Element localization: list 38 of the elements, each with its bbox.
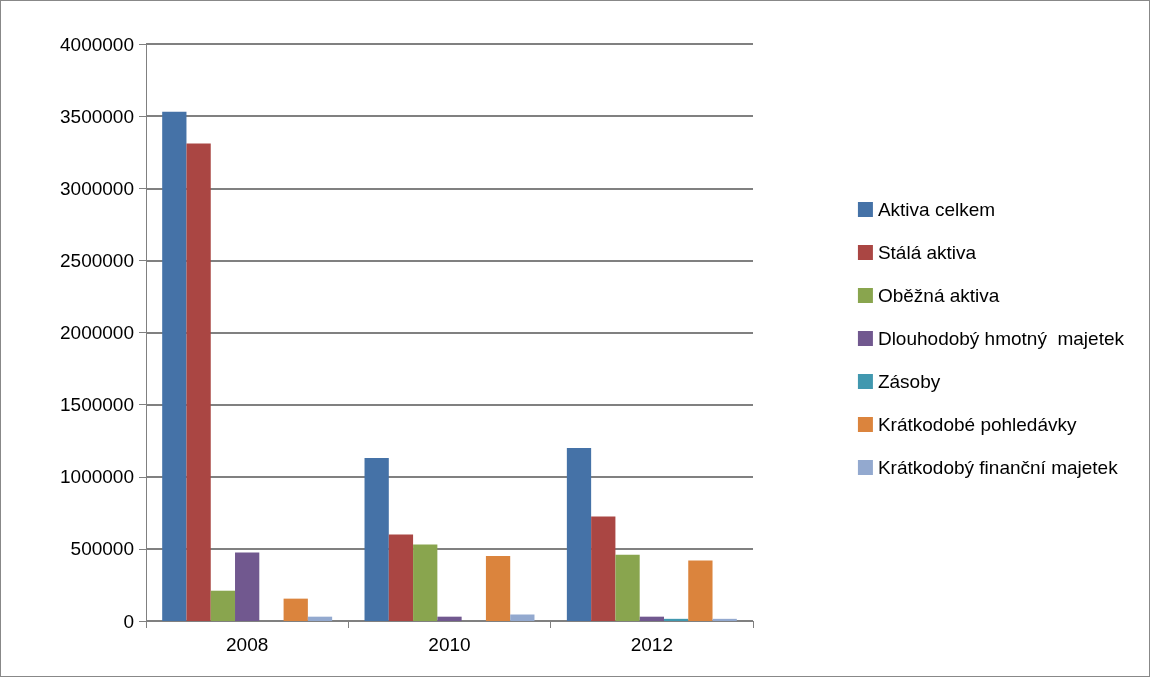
bar — [283, 598, 308, 621]
legend-label: Krátkodobý finanční majetek — [877, 457, 1119, 478]
bar — [663, 618, 689, 621]
bar — [162, 111, 187, 621]
bar — [639, 616, 664, 621]
y-tick-label: 1500000 — [60, 394, 134, 416]
bar — [210, 590, 236, 621]
bar — [510, 614, 535, 621]
legend-label: Zásoby — [877, 371, 941, 392]
bar — [364, 458, 389, 621]
x-tick-label: 2010 — [428, 634, 471, 655]
legend-label: Krátkodobé pohledávky — [877, 414, 1077, 435]
bar — [437, 616, 462, 621]
bar — [712, 618, 737, 621]
bar — [591, 516, 616, 621]
bar — [235, 552, 260, 621]
bar — [186, 143, 211, 621]
bar — [566, 447, 592, 621]
y-tick-label: 3000000 — [60, 177, 134, 199]
y-tick-label: 4000000 — [60, 33, 134, 55]
y-tick-label: 2500000 — [60, 249, 134, 271]
legend-label: Stálá aktiva — [877, 242, 977, 263]
y-tick-label: 0 — [123, 610, 134, 632]
bar — [485, 556, 511, 621]
legend-label: Oběžná aktiva — [877, 285, 1000, 306]
bar — [688, 560, 713, 621]
y-tick-label: 2000000 — [60, 322, 134, 343]
y-tick-label: 500000 — [70, 538, 134, 560]
y-tick-label: 1000000 — [60, 466, 134, 488]
legend-label: Dlouhodobý hmotný majetek — [877, 328, 1125, 349]
legend-label: Aktiva celkem — [877, 199, 996, 220]
bar — [307, 616, 333, 621]
bar — [413, 544, 438, 621]
bar — [388, 534, 414, 621]
x-tick-label: 2008 — [226, 634, 269, 655]
y-tick-label: 3500000 — [60, 105, 134, 127]
bar — [615, 554, 640, 621]
x-tick-label: 2012 — [630, 634, 673, 655]
